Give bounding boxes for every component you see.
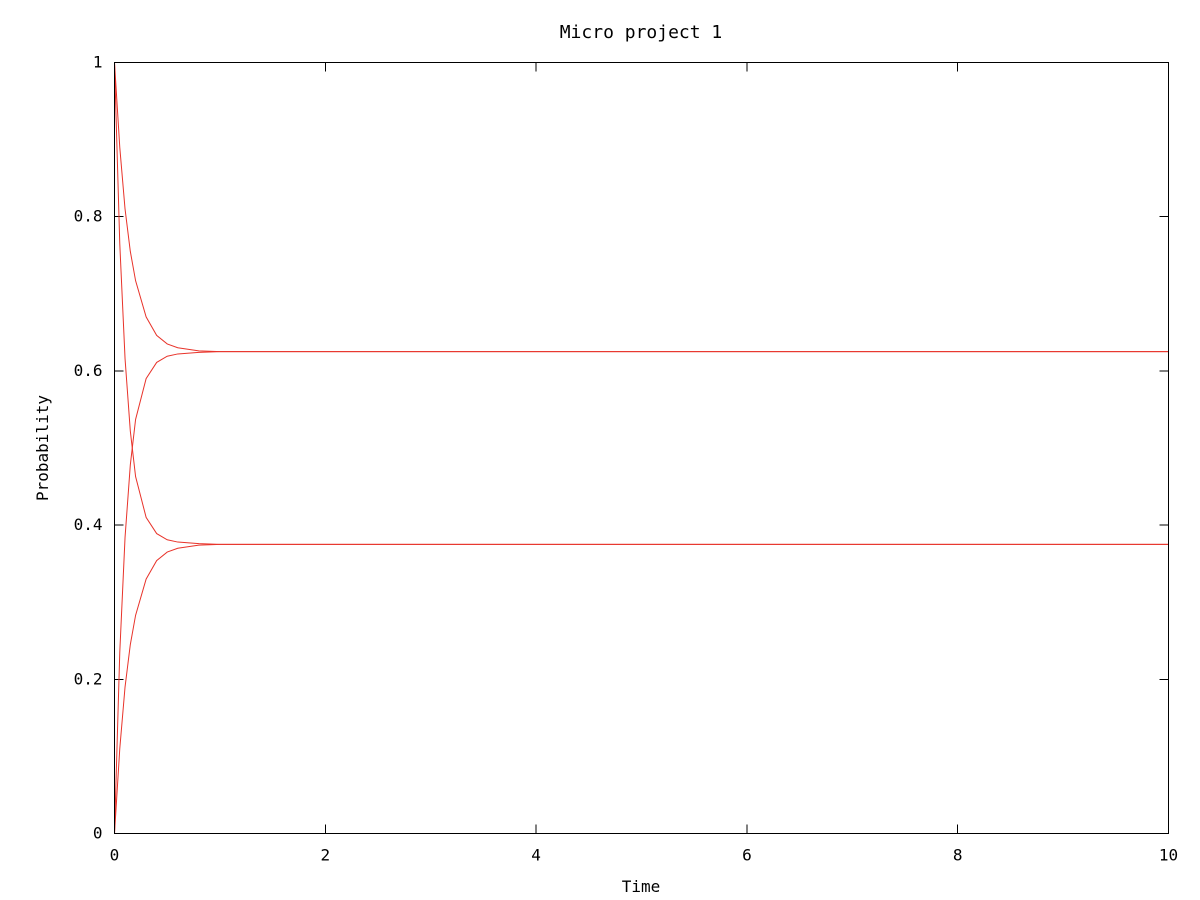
series-line-2	[114, 351, 1169, 834]
y-tick-label: 1	[93, 53, 103, 72]
x-tick-label: 0	[110, 846, 120, 865]
x-tick-label: 4	[531, 846, 541, 865]
series-line-3	[114, 62, 1169, 545]
x-tick-label: 8	[953, 846, 963, 865]
x-tick-label: 10	[1159, 846, 1178, 865]
x-tick-label: 2	[320, 846, 330, 865]
y-tick-label: 0.4	[74, 515, 103, 534]
y-axis-label: Probability	[33, 395, 52, 501]
y-tick-label: 0.2	[74, 669, 103, 688]
y-tick-label: 0.6	[74, 361, 103, 380]
series-group	[114, 62, 1169, 834]
axis-ticks: 0 2 4 6 8 10 0 0.2 0.4 0.6 0.8 1	[74, 53, 1179, 865]
chart-title: Micro project 1	[560, 22, 723, 43]
series-line-4	[114, 543, 1169, 834]
plot-frame	[114, 62, 1169, 834]
x-tick-label: 6	[742, 846, 752, 865]
x-axis-label: Time	[622, 877, 661, 896]
series-line-1	[114, 62, 1169, 353]
y-tick-label: 0	[93, 824, 103, 843]
y-tick-label: 0.8	[74, 207, 103, 226]
